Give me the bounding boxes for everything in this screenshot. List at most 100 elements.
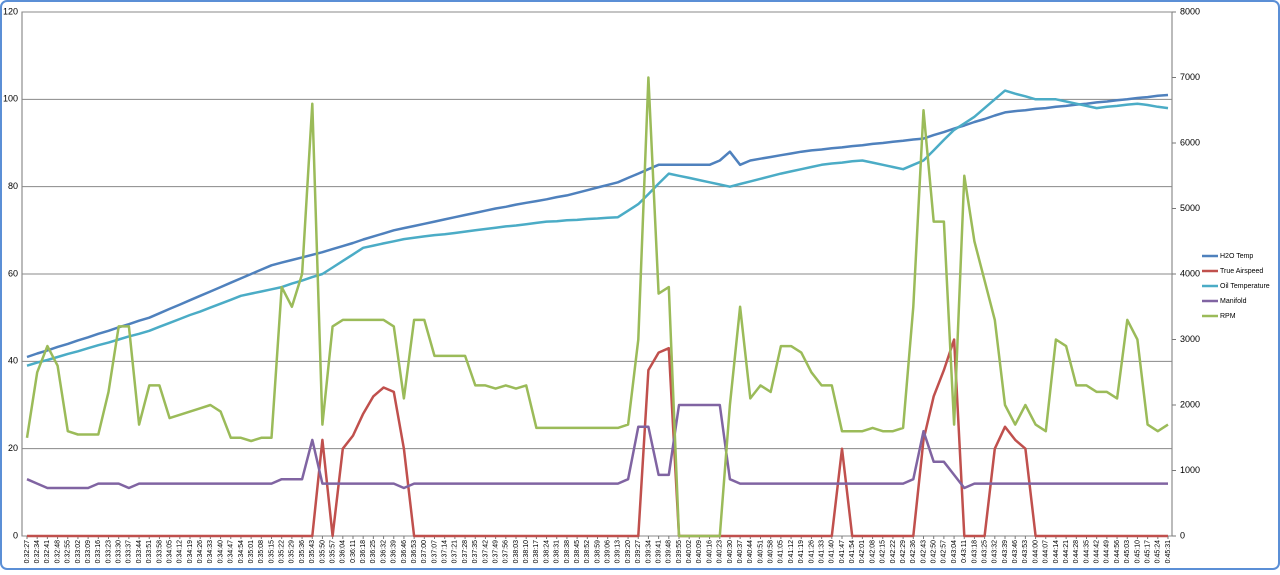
x-tick-label: 0:36:11 — [350, 540, 357, 563]
x-tick-label: 0:41:12 — [788, 540, 795, 563]
x-tick-label: 0:35:22 — [279, 540, 286, 563]
x-tick-label: 0:42:22 — [890, 540, 897, 563]
y2-tick-label: 7000 — [1180, 72, 1200, 82]
x-tick-label: 0:34:26 — [197, 540, 204, 563]
x-tick-label: 0:39:41 — [655, 540, 662, 563]
legend-label: Oil Temperature — [1220, 283, 1270, 290]
y-tick-label: 0 — [13, 530, 18, 540]
x-tick-label: 0:45:03 — [1124, 540, 1131, 563]
x-tick-label: 0:35:29 — [289, 540, 296, 563]
x-tick-label: 0:33:37 — [126, 540, 133, 563]
x-tick-label: 0:43:53 — [1022, 540, 1029, 563]
x-tick-label: 0:34:19 — [187, 540, 194, 563]
x-tick-label: 0:44:49 — [1104, 540, 1111, 563]
y2-tick-label: 2000 — [1180, 399, 1200, 409]
y-tick-label: 20 — [8, 443, 18, 453]
x-tick-label: 0:43:46 — [1012, 540, 1019, 563]
x-tick-label: 0:35:50 — [319, 540, 326, 563]
x-tick-label: 0:34:54 — [238, 540, 245, 563]
x-tick-label: 0:36:53 — [411, 540, 418, 563]
x-tick-label: 0:44:21 — [1063, 540, 1070, 563]
x-tick-label: 0:36:32 — [380, 540, 387, 563]
legend-label: RPM — [1220, 313, 1236, 320]
x-tick-label: 0:42:08 — [869, 540, 876, 563]
x-tick-label: 0:37:00 — [421, 540, 428, 563]
x-tick-label: 0:45:31 — [1165, 540, 1172, 563]
x-tick-label: 0:37:07 — [431, 540, 438, 563]
x-tick-label: 0:42:36 — [910, 540, 917, 563]
x-tick-label: 0:37:49 — [492, 540, 499, 563]
x-tick-label: 0:43:11 — [961, 540, 968, 563]
x-tick-label: 0:37:42 — [482, 540, 489, 563]
x-tick-label: 0:34:12 — [177, 540, 184, 563]
x-tick-label: 0:42:01 — [859, 540, 866, 563]
x-tick-label: 0:34:05 — [166, 540, 173, 563]
x-tick-label: 0:34:40 — [217, 540, 224, 563]
x-tick-label: 0:38:52 — [584, 540, 591, 563]
series-line — [27, 338, 1168, 538]
x-tick-label: 0:35:15 — [268, 540, 275, 563]
x-tick-label: 0:39:20 — [625, 540, 632, 563]
y2-tick-label: 8000 — [1180, 6, 1200, 16]
x-tick-label: 0:36:18 — [360, 540, 367, 563]
x-tick-label: 0:32:34 — [34, 540, 41, 563]
x-tick-label: 0:38:38 — [564, 540, 571, 563]
x-tick-label: 0:33:51 — [146, 540, 153, 563]
x-tick-label: 0:37:14 — [442, 540, 449, 563]
x-tick-label: 0:41:05 — [778, 540, 785, 563]
x-tick-label: 0:33:23 — [105, 540, 112, 563]
y2-tick-label: 3000 — [1180, 334, 1200, 344]
x-tick-label: 0:44:28 — [1073, 540, 1080, 563]
x-tick-label: 0:38:59 — [594, 540, 601, 563]
x-tick-label: 0:40:02 — [686, 540, 693, 563]
y-tick-label: 40 — [8, 356, 18, 366]
x-tick-label: 0:37:35 — [472, 540, 479, 563]
x-tick-label: 0:32:41 — [44, 540, 51, 563]
y2-tick-label: 6000 — [1180, 137, 1200, 147]
x-tick-label: 0:42:43 — [920, 540, 927, 563]
x-tick-label: 0:40:58 — [768, 540, 775, 563]
x-tick-label: 0:43:25 — [981, 540, 988, 563]
x-tick-label: 0:38:03 — [513, 540, 520, 563]
y2-tick-label: 4000 — [1180, 268, 1200, 278]
x-tick-label: 0:43:32 — [992, 540, 999, 563]
x-tick-label: 0:36:25 — [370, 540, 377, 563]
x-tick-label: 0:35:36 — [299, 540, 306, 563]
x-tick-label: 0:33:09 — [85, 540, 92, 563]
y2-tick-label: 5000 — [1180, 203, 1200, 213]
x-tick-label: 0:35:01 — [248, 540, 255, 563]
x-tick-label: 0:40:44 — [747, 540, 754, 563]
x-tick-label: 0:42:15 — [880, 540, 887, 563]
x-tick-label: 0:34:47 — [228, 540, 235, 563]
x-tick-label: 0:35:43 — [309, 540, 316, 563]
x-tick-label: 0:41:54 — [849, 540, 856, 563]
x-tick-label: 0:42:57 — [941, 540, 948, 563]
x-tick-label: 0:38:17 — [533, 540, 540, 563]
y-tick-label: 100 — [3, 94, 18, 104]
x-tick-label: 0:36:46 — [401, 540, 408, 563]
x-tick-label: 0:36:04 — [340, 540, 347, 563]
x-tick-label: 0:37:28 — [462, 540, 469, 563]
x-tick-label: 0:41:19 — [798, 540, 805, 563]
x-tick-label: 0:33:44 — [136, 540, 143, 563]
x-tick-label: 0:38:24 — [543, 540, 550, 563]
x-tick-label: 0:44:00 — [1032, 540, 1039, 563]
x-tick-label: 0:38:10 — [523, 540, 530, 563]
x-tick-label: 0:39:55 — [676, 540, 683, 563]
x-tick-label: 0:33:58 — [156, 540, 163, 563]
x-tick-label: 0:44:07 — [1043, 540, 1050, 563]
x-tick-label: 0:44:56 — [1114, 540, 1121, 563]
y2-tick-label: 0 — [1180, 530, 1185, 540]
x-tick-label: 0:37:21 — [452, 540, 459, 563]
x-tick-label: 0:43:04 — [951, 540, 958, 563]
x-tick-label: 0:35:08 — [258, 540, 265, 563]
x-tick-label: 0:41:33 — [818, 540, 825, 563]
x-tick-label: 0:45:24 — [1155, 540, 1162, 563]
legend-label: H2O Temp — [1220, 253, 1253, 260]
x-tick-label: 0:38:31 — [554, 540, 561, 563]
x-tick-label: 0:33:30 — [116, 540, 123, 563]
x-tick-label: 0:41:47 — [839, 540, 846, 563]
x-tick-label: 0:40:37 — [737, 540, 744, 563]
series-line — [26, 89, 1169, 367]
